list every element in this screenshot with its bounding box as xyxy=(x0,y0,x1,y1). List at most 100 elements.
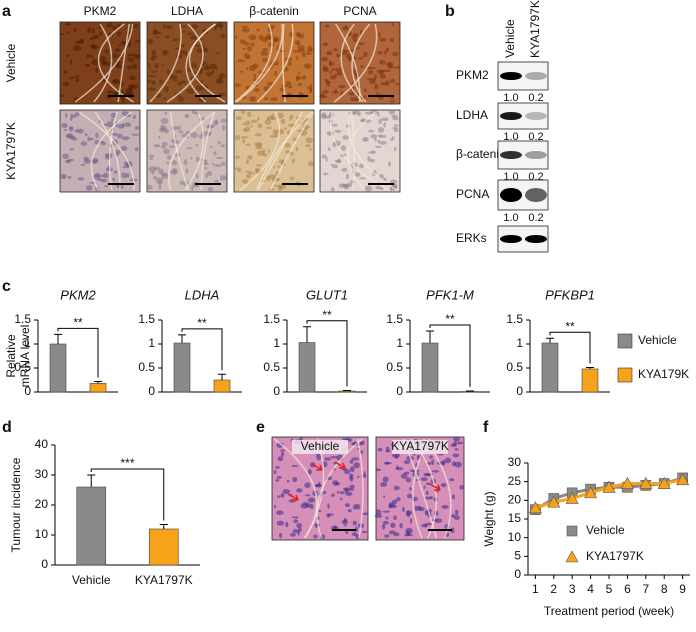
bar xyxy=(173,342,191,393)
marker xyxy=(676,473,690,486)
panel-label: e xyxy=(256,419,265,436)
cell xyxy=(306,86,310,89)
y-tick-label: 20 xyxy=(508,493,522,507)
cell xyxy=(254,142,262,147)
cell xyxy=(375,145,382,149)
cell xyxy=(423,473,429,477)
cell xyxy=(327,503,330,509)
legend-swatch xyxy=(617,367,633,383)
significance: ** xyxy=(197,316,207,330)
band xyxy=(500,235,522,243)
cell xyxy=(134,39,141,43)
lane-label: KYA1797K xyxy=(528,0,542,58)
cell xyxy=(376,111,380,117)
cell xyxy=(359,177,366,180)
cell xyxy=(333,48,338,52)
cell xyxy=(180,25,187,28)
cell xyxy=(161,141,168,147)
cell xyxy=(64,113,68,118)
cell xyxy=(318,509,322,513)
cell xyxy=(342,26,349,31)
cell xyxy=(193,44,202,48)
cell xyxy=(237,169,242,173)
cell xyxy=(405,477,411,483)
cell xyxy=(280,449,286,452)
cell xyxy=(310,503,314,510)
cell xyxy=(324,457,332,461)
significance-bracket xyxy=(549,331,591,364)
cell xyxy=(394,66,400,69)
cell xyxy=(234,83,242,88)
cell xyxy=(258,34,264,41)
cell xyxy=(66,31,70,34)
marker xyxy=(639,476,653,489)
cell xyxy=(378,118,382,125)
cell xyxy=(336,160,342,163)
cell xyxy=(69,148,75,151)
cell xyxy=(284,127,288,130)
panel-label: f xyxy=(483,419,489,436)
cell xyxy=(284,142,291,148)
cell xyxy=(241,136,248,139)
y-tick-label: 1 xyxy=(396,336,403,350)
cell xyxy=(449,478,455,482)
cell xyxy=(307,468,312,475)
cell xyxy=(290,176,295,181)
cell xyxy=(293,50,299,53)
cell xyxy=(273,470,277,475)
cell xyxy=(351,35,355,40)
cell xyxy=(247,111,252,118)
cell xyxy=(441,504,449,509)
cell xyxy=(459,484,464,490)
cell xyxy=(409,518,413,524)
cell xyxy=(245,143,251,147)
cell xyxy=(158,184,162,190)
cell xyxy=(190,63,197,69)
gland xyxy=(282,23,286,103)
x-tick-label: 6 xyxy=(624,582,631,596)
y-tick-label: 1.5 xyxy=(506,312,523,326)
cell xyxy=(215,52,221,55)
cell xyxy=(208,170,211,174)
cell xyxy=(363,88,367,92)
x-tick-label: KYA1797K xyxy=(135,573,193,587)
cell xyxy=(357,112,361,116)
cell xyxy=(453,441,457,446)
panel-label: a xyxy=(2,3,11,20)
cell xyxy=(377,51,384,55)
cell xyxy=(341,167,348,172)
error-bar xyxy=(159,524,168,529)
cell xyxy=(379,140,387,145)
gland xyxy=(184,111,205,191)
cell xyxy=(330,124,338,127)
cell xyxy=(327,147,331,152)
cell xyxy=(376,69,384,75)
cell xyxy=(352,520,357,526)
legend-label: Vehicle xyxy=(586,523,625,537)
cell xyxy=(68,76,76,79)
cell xyxy=(247,46,253,52)
cell xyxy=(78,39,84,44)
cell xyxy=(148,38,153,45)
error-bar xyxy=(87,474,96,487)
cell xyxy=(386,47,390,52)
cell xyxy=(220,118,227,123)
cell xyxy=(245,173,252,179)
cell xyxy=(166,69,171,74)
cell xyxy=(392,116,399,121)
ratio: 0.2 xyxy=(528,131,543,143)
cell xyxy=(146,79,152,83)
y-tick-label: 1 xyxy=(273,336,280,350)
y-tick-label: 0 xyxy=(273,384,280,398)
blot-label: LDHA xyxy=(456,108,488,122)
chart-title: LDHA xyxy=(185,287,220,302)
cell xyxy=(149,157,153,161)
gland xyxy=(166,23,204,103)
cell xyxy=(100,141,107,146)
cell xyxy=(296,522,303,529)
cell xyxy=(379,59,386,65)
cell xyxy=(128,85,133,91)
cell xyxy=(71,114,77,118)
cell xyxy=(190,132,198,138)
cell xyxy=(178,130,184,134)
